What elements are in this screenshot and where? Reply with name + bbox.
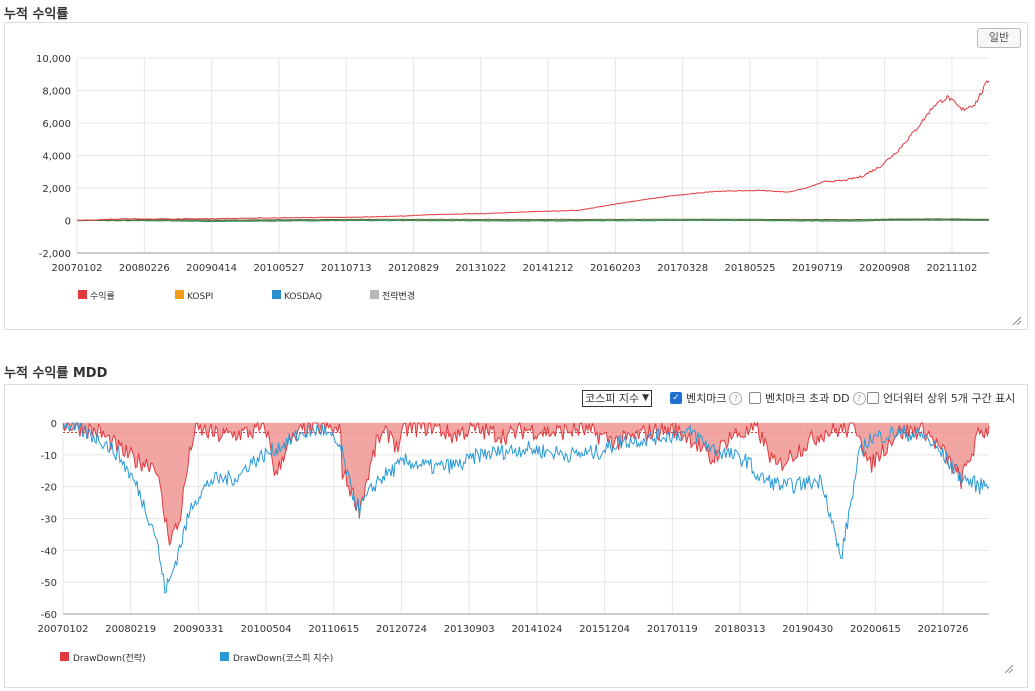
y-tick-label: -2,000	[39, 249, 71, 260]
x-tick-label: 20200908	[859, 263, 910, 274]
x-tick-label: 20160203	[590, 263, 641, 274]
y-tick-label: 0	[51, 419, 57, 430]
checkbox-icon[interactable]	[867, 392, 879, 404]
cumulative-return-chart: 10,000 8,000 6,000 4,000 2,000 0 -2,000 2007010…	[36, 54, 990, 302]
y-tick-label: 10,000	[36, 54, 71, 65]
legend-swatch	[78, 290, 87, 299]
checkbox-checked-icon[interactable]: ✓	[670, 392, 682, 404]
help-icon[interactable]: ?	[852, 391, 866, 405]
series-kospi-line	[76, 218, 989, 221]
y-tick-label: -50	[41, 578, 57, 589]
underwater-toggle[interactable]: 언더워터 상위 5개 구간 표시	[867, 389, 1015, 407]
y-tick-label: 0	[65, 217, 71, 228]
legend-swatch	[60, 652, 69, 661]
legend-label: 전략변경	[382, 290, 415, 302]
x-tick-label: 20100527	[253, 263, 304, 274]
mdd-chart: 0 -10 -20 -30 -40 -50 -60 20070102 20080219 20090…	[38, 419, 990, 664]
y-tick-label: -20	[41, 483, 57, 494]
x-tick-label: 20190719	[792, 263, 843, 274]
resize-handle-icon[interactable]	[1005, 665, 1013, 673]
legend-label: 수익률	[90, 290, 115, 302]
legend-label: DrawDown(코스피 지수)	[233, 653, 333, 664]
series-strategy-drawdown-line	[62, 421, 990, 546]
x-tick-label: 20110713	[321, 263, 372, 274]
x-tick-label: 20110615	[308, 624, 359, 635]
x-tick-label: 20170328	[657, 263, 708, 274]
x-tick-label: 20141212	[523, 263, 574, 274]
x-tick-label: 20170119	[647, 624, 698, 635]
mdd-title: 누적 수익률 MDD	[4, 366, 108, 381]
x-tick-label: 20180525	[725, 263, 776, 274]
x-tick-label: 20180313	[715, 624, 766, 635]
legend-swatch	[370, 290, 379, 299]
x-tick-label: 20200615	[850, 624, 901, 635]
cumulative-return-panel: 일반	[4, 22, 1028, 330]
benchmark-toggle[interactable]: ✓ 벤치마크 ?	[670, 389, 743, 407]
series-kospi-drawdown-line	[62, 422, 990, 594]
x-tick-label: 20131022	[455, 263, 506, 274]
legend-swatch	[220, 652, 229, 661]
legend-label: DrawDown(전략)	[73, 652, 146, 664]
y-tick-label: 6,000	[42, 119, 71, 130]
x-tick-label: 20090414	[186, 263, 237, 274]
series-kosdaq-line	[76, 218, 989, 223]
y-tick-label: 2,000	[42, 184, 71, 195]
x-tick-label: 20141024	[511, 624, 562, 635]
y-tick-label: -40	[41, 546, 57, 557]
y-tick-label: 4,000	[42, 152, 71, 163]
cumulative-return-title: 누적 수익률	[4, 7, 69, 22]
index-select[interactable]: 코스피 지수 ▼	[582, 389, 653, 407]
chart-mode-button[interactable]: 일반	[977, 28, 1021, 48]
legend-swatch	[175, 290, 184, 299]
x-tick-label: 20210726	[918, 624, 969, 635]
y-tick-label: -10	[41, 451, 57, 462]
excess-dd-toggle[interactable]: 벤치마크 초과 DD ?	[749, 389, 866, 407]
checkbox-icon[interactable]	[749, 392, 761, 404]
x-tick-label: 20120724	[376, 624, 427, 635]
x-tick-label: 20100504	[241, 624, 292, 635]
y-tick-label: -30	[41, 515, 57, 526]
x-tick-label: 20070102	[52, 263, 103, 274]
legend-swatch	[272, 290, 281, 299]
x-tick-label: 20211102	[926, 263, 977, 274]
y-tick-label: 8,000	[42, 87, 71, 98]
x-tick-label: 20190430	[782, 624, 833, 635]
series-strategy-line	[76, 80, 990, 222]
x-tick-label: 20120829	[388, 263, 439, 274]
resize-handle-icon[interactable]	[1013, 317, 1021, 325]
legend-label: KOSDAQ	[284, 292, 322, 302]
x-tick-label: 20130903	[444, 624, 495, 635]
x-tick-label: 20090331	[173, 624, 224, 635]
x-tick-label: 20151204	[579, 624, 630, 635]
help-icon[interactable]: ?	[729, 391, 743, 405]
x-tick-label: 20080219	[105, 624, 156, 635]
x-tick-label: 20080226	[119, 263, 170, 274]
series-strategy-drawdown-area	[63, 423, 989, 546]
legend-label: KOSPI	[187, 292, 213, 302]
chevron-down-icon: ▼	[642, 393, 650, 403]
y-tick-label: -60	[41, 610, 57, 621]
x-tick-label: 20070102	[38, 624, 89, 635]
